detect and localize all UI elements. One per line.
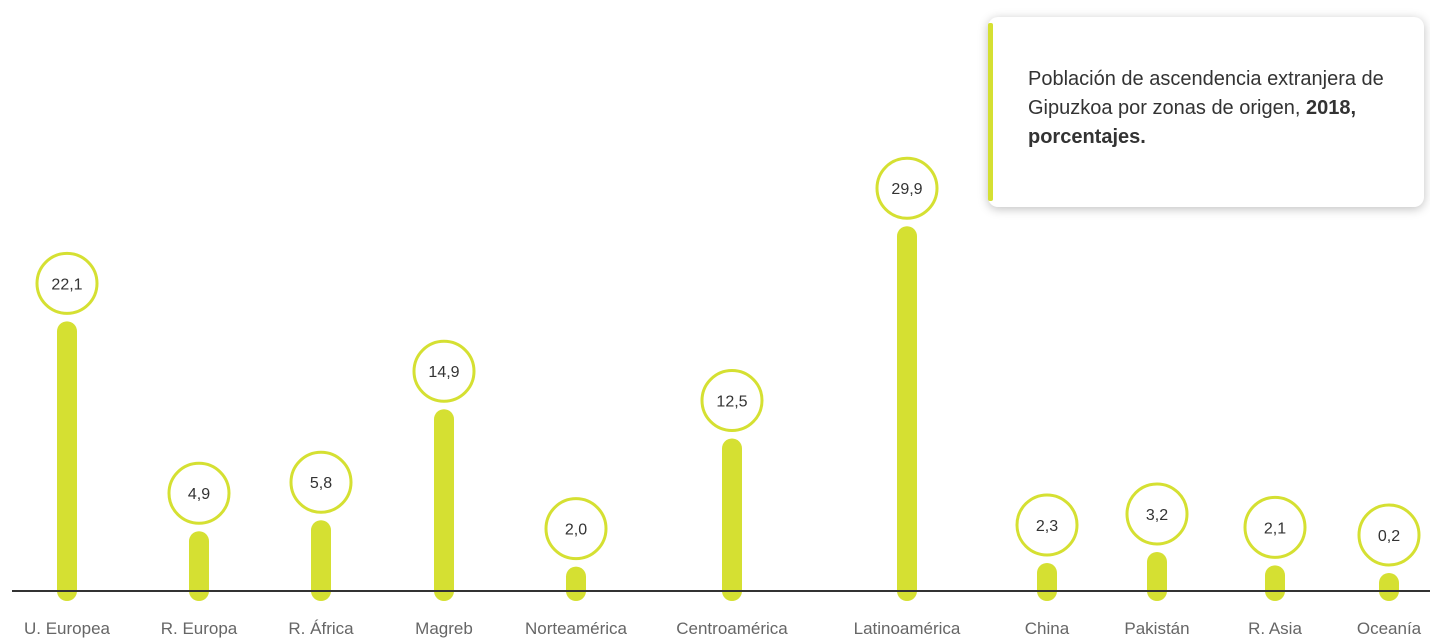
data-label: 3,2 [1146, 507, 1168, 524]
bar [189, 531, 209, 601]
data-label: 4,9 [188, 486, 210, 503]
data-label: 5,8 [310, 475, 332, 492]
bar [1265, 565, 1285, 601]
data-label: 14,9 [428, 364, 459, 381]
x-tick-label: Pakistán [1124, 619, 1189, 638]
value-bubbles-group: 22,1 4,9 5,8 14,9 2,0 12,5 29,9 2,3 3,2 2,1 0,2 [35, 156, 1421, 567]
value-bubble [1125, 482, 1189, 546]
data-label: 2,3 [1036, 518, 1058, 535]
x-tick-label: Norteamérica [525, 619, 628, 638]
data-label: 29,9 [891, 181, 922, 198]
data-label: 12,5 [716, 394, 747, 411]
x-tick-label: U. Europea [24, 619, 111, 638]
bar [1037, 562, 1057, 601]
value-bubble [875, 156, 939, 220]
chart-title-bold: 2018, porcentajes. [1028, 97, 1357, 148]
bar [1147, 551, 1167, 601]
bar [1379, 573, 1399, 601]
chart-title-main: Población de ascendencia extranjera de G… [1028, 68, 1384, 119]
bar [722, 438, 742, 601]
x-tick-label: R. Europa [161, 619, 238, 638]
value-bubble [1015, 493, 1079, 557]
data-label: 22,1 [51, 276, 82, 293]
bar [434, 409, 454, 601]
category-labels-group: U. Europea R. Europa R. África Magreb Nortea… [24, 619, 1422, 638]
chart-title: Población de ascendencia extranjera de G… [1028, 65, 1408, 152]
value-bubble [1357, 503, 1421, 567]
value-bubble [35, 251, 99, 315]
value-bubble [544, 497, 608, 561]
bars-group [57, 226, 1399, 601]
title-accent-bar [988, 23, 993, 201]
data-label: 2,0 [565, 522, 587, 539]
x-tick-label: R. África [288, 619, 354, 638]
value-bubble [412, 339, 476, 403]
bar [897, 226, 917, 601]
data-label: 0,2 [1378, 528, 1400, 545]
x-tick-label: Centroamérica [676, 619, 788, 638]
chart-title-card: Población de ascendencia extranjera de G… [988, 17, 1424, 207]
bar [566, 566, 586, 601]
value-bubble [167, 461, 231, 525]
data-label: 2,1 [1264, 520, 1286, 537]
x-tick-label: Latinoamérica [854, 619, 961, 638]
bar [311, 520, 331, 601]
x-tick-label: Oceanía [1357, 619, 1422, 638]
value-bubble [289, 450, 353, 514]
x-tick-label: China [1025, 619, 1070, 638]
bar [57, 321, 77, 601]
x-tick-label: R. Asia [1248, 619, 1302, 638]
value-bubble [1243, 495, 1307, 559]
value-bubble [700, 369, 764, 432]
x-tick-label: Magreb [415, 619, 473, 638]
